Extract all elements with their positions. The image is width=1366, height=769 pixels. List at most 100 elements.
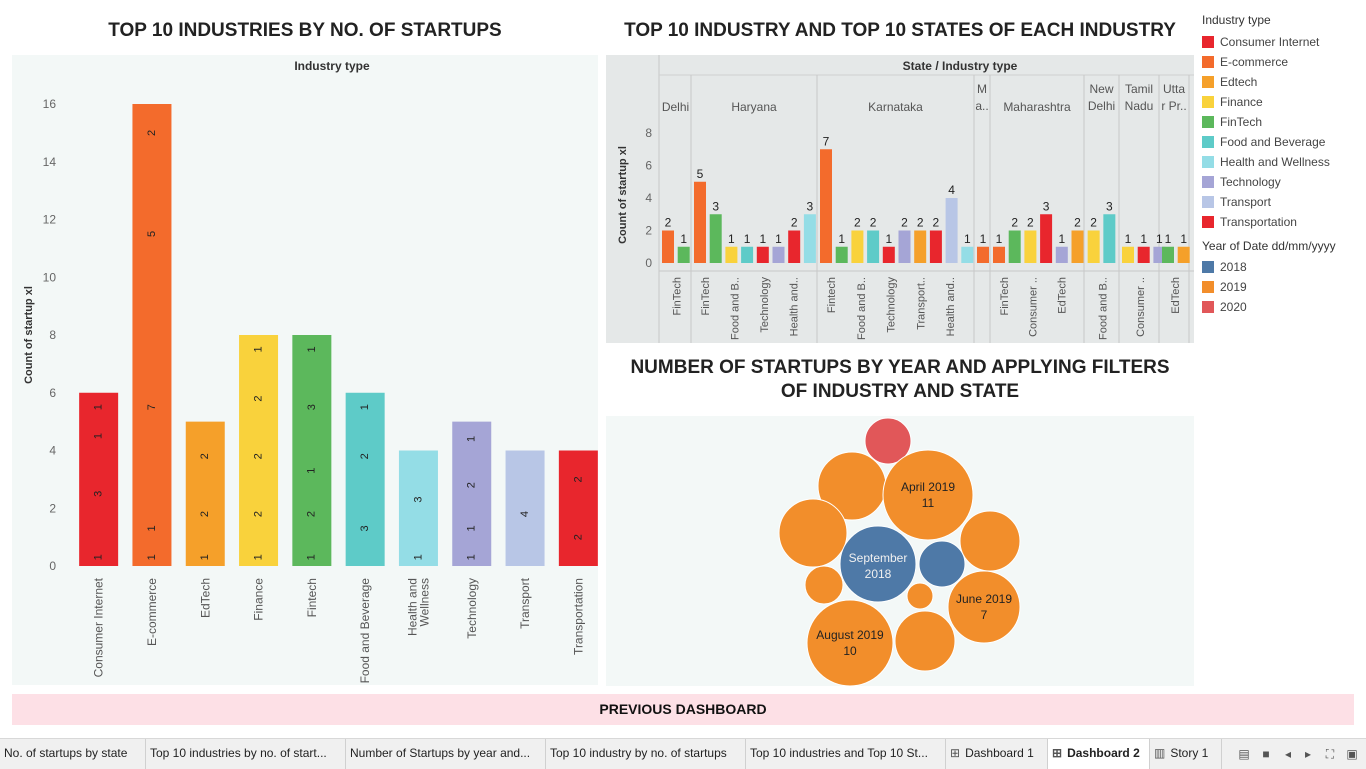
- bubble: [959, 510, 1021, 572]
- segment-label: 2: [252, 395, 264, 401]
- legend-label: Consumer Internet: [1220, 35, 1320, 49]
- legend-item[interactable]: Food and Beverage: [1202, 134, 1325, 150]
- prev-sheet-icon[interactable]: ◂: [1284, 747, 1292, 761]
- x-category-label: Technology: [759, 277, 771, 333]
- state-label: Delhi: [662, 100, 689, 114]
- legend-swatch: [1202, 136, 1214, 148]
- y-tick-label: 4: [645, 191, 652, 205]
- segment-label: 1: [359, 404, 371, 410]
- chart1-header: Industry type: [294, 59, 370, 73]
- segment-label: 2: [306, 511, 318, 517]
- sheet-tab[interactable]: No. of startups by state: [0, 739, 146, 769]
- bubble: [918, 540, 966, 588]
- chart3-title-line1: NUMBER OF STARTUPS BY YEAR AND APPLYING …: [630, 357, 1170, 378]
- bar: [867, 230, 880, 263]
- filmstrip-icon[interactable]: ■: [1262, 747, 1270, 761]
- bar: [185, 421, 225, 566]
- legend-swatch: [1202, 301, 1214, 313]
- bar: [835, 246, 848, 263]
- legend-item[interactable]: Consumer Internet: [1202, 34, 1319, 50]
- value-label: 3: [712, 199, 719, 213]
- sheet-tab[interactable]: Number of Startups by year and...: [346, 739, 546, 769]
- bar: [929, 230, 942, 263]
- sheet-tab[interactable]: ⊞ Dashboard 2: [1048, 739, 1150, 769]
- state-label: Haryana: [731, 100, 777, 114]
- sheet-tab-label: Dashboard 1: [965, 746, 1034, 760]
- x-category-label: E-commerce: [145, 578, 159, 646]
- year-bubble-chart[interactable]: April 2019 11 September 2018 June 2019 7 Augus…: [606, 416, 1194, 687]
- industries-bar-chart[interactable]: Industry type Count of startup xl 0 2 4 6 8 10 1…: [12, 55, 598, 685]
- state-industry-bar-chart[interactable]: State / Industry type Count of startup xl…: [606, 55, 1194, 343]
- sheet-tab-label: Number of Startups by year and...: [350, 746, 531, 760]
- sheet-tab[interactable]: ⊞ Dashboard 1: [946, 739, 1048, 769]
- value-label: 2: [917, 216, 924, 230]
- bar: [1162, 246, 1174, 263]
- sheet-tab-label: Top 10 industries by no. of start...: [150, 746, 327, 760]
- legend-label: 2018: [1220, 260, 1247, 274]
- year-bubble-chart-svg: April 2019 11 September 2018 June 2019 7 Augus…: [778, 417, 1021, 687]
- sheet-tab[interactable]: Top 10 industries and Top 10 St...: [746, 739, 946, 769]
- bar: [914, 230, 927, 263]
- legend-item[interactable]: Transportation: [1202, 214, 1297, 230]
- legend-swatch: [1202, 36, 1214, 48]
- legend-item[interactable]: 2019: [1202, 279, 1247, 295]
- legend-item[interactable]: 2018: [1202, 259, 1247, 275]
- value-label: 1: [1156, 232, 1163, 246]
- value-label: 2: [1011, 216, 1018, 230]
- bar: [1103, 214, 1116, 263]
- bubble-value: 2018: [865, 567, 892, 581]
- bar: [662, 230, 674, 263]
- x-category-label: Food and B..: [730, 277, 742, 340]
- chart2-header: State / Industry type: [903, 59, 1018, 73]
- legend-item[interactable]: 2020: [1202, 299, 1247, 315]
- segment-label: 1: [306, 346, 318, 352]
- segment-label: 3: [359, 525, 371, 531]
- previous-dashboard-button[interactable]: PREVIOUS DASHBOARD: [12, 694, 1354, 725]
- legend-item[interactable]: Finance: [1202, 94, 1263, 110]
- legend-label: E-commerce: [1220, 55, 1289, 69]
- x-category-label: Technology: [886, 277, 898, 333]
- segment-label: 1: [93, 433, 105, 439]
- sheet-tab[interactable]: ▥ Story 1: [1150, 739, 1222, 769]
- fullscreen-icon[interactable]: ⛶: [1325, 747, 1335, 761]
- y-tick-label: 12: [43, 213, 57, 227]
- sheet-tab-label: Dashboard 2: [1067, 746, 1140, 760]
- bar: [677, 246, 690, 263]
- sheet-tab-label: Top 10 industries and Top 10 St...: [750, 746, 928, 760]
- value-label: 1: [744, 232, 751, 246]
- legend-swatch: [1202, 116, 1214, 128]
- value-label: 1: [1180, 232, 1187, 246]
- chart1-y-axis-label: Count of startup xl: [23, 286, 35, 384]
- bar: [961, 246, 974, 263]
- next-sheet-icon[interactable]: ▸: [1304, 747, 1312, 761]
- legend-item[interactable]: Edtech: [1202, 74, 1257, 90]
- bubble-label: September: [849, 551, 908, 565]
- sheet-tab[interactable]: Top 10 industries by no. of start...: [146, 739, 346, 769]
- value-label: 7: [823, 134, 830, 148]
- bar: [239, 335, 279, 566]
- value-label: 2: [933, 216, 940, 230]
- bar: [725, 246, 738, 263]
- legend-item[interactable]: Technology: [1202, 174, 1281, 190]
- presentation-icon[interactable]: ▣: [1346, 747, 1358, 761]
- sheet-tab[interactable]: Top 10 industry by no. of startups: [546, 739, 746, 769]
- value-label: 1: [1140, 232, 1147, 246]
- legend-item[interactable]: Health and Wellness: [1202, 154, 1330, 170]
- legend-item[interactable]: E-commerce: [1202, 54, 1288, 70]
- segment-label: 2: [572, 534, 584, 540]
- segment-label: 1: [466, 525, 478, 531]
- bubble-label: June 2019: [956, 592, 1012, 606]
- legend-item[interactable]: Transport: [1202, 194, 1271, 210]
- value-label: 1: [980, 232, 987, 246]
- legend-item[interactable]: FinTech: [1202, 114, 1262, 130]
- bubble-label: August 2019: [816, 628, 884, 642]
- bar: [1137, 246, 1150, 263]
- show-sheet-list-icon[interactable]: ▤: [1238, 747, 1250, 761]
- y-tick-label: 6: [645, 159, 652, 173]
- value-label: 3: [807, 199, 814, 213]
- bubble: [864, 417, 912, 465]
- value-label: 1: [1058, 232, 1065, 246]
- segment-label: 1: [252, 554, 264, 560]
- x-category-label: FinTech: [700, 277, 712, 316]
- x-category-label: Food and B..: [856, 277, 868, 340]
